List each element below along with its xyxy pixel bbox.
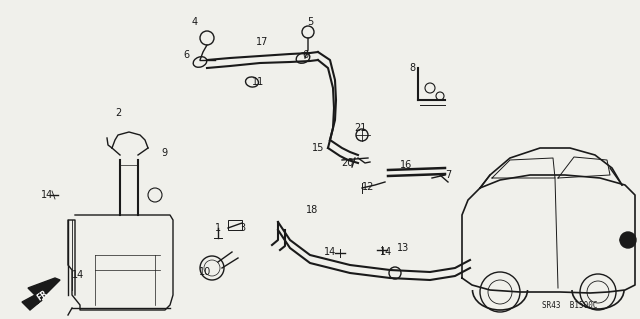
Circle shape	[620, 232, 636, 248]
Text: 21: 21	[354, 123, 366, 133]
Text: 14: 14	[72, 270, 84, 280]
Text: 14: 14	[380, 247, 392, 257]
Text: 6: 6	[302, 50, 308, 60]
Text: 7: 7	[445, 170, 451, 180]
Text: 20: 20	[341, 158, 353, 168]
Text: 15: 15	[312, 143, 324, 153]
Text: SR43  B1500C: SR43 B1500C	[542, 300, 598, 309]
Text: FR.: FR.	[36, 287, 52, 303]
Text: 3: 3	[239, 223, 245, 233]
Text: 17: 17	[256, 37, 268, 47]
Text: 14: 14	[324, 247, 336, 257]
Text: 2: 2	[115, 108, 121, 118]
Text: 9: 9	[161, 148, 167, 158]
Text: 8: 8	[409, 63, 415, 73]
Polygon shape	[22, 278, 60, 310]
Text: 13: 13	[397, 243, 409, 253]
Text: 10: 10	[199, 267, 211, 277]
Text: 4: 4	[192, 17, 198, 27]
Text: 1: 1	[215, 223, 221, 233]
Text: 11: 11	[252, 77, 264, 87]
Text: 6: 6	[183, 50, 189, 60]
Text: 18: 18	[306, 205, 318, 215]
Text: 12: 12	[362, 182, 374, 192]
Bar	[228, 220, 242, 230]
Text: 16: 16	[400, 160, 412, 170]
Text: 14: 14	[41, 190, 53, 200]
Text: 5: 5	[307, 17, 313, 27]
